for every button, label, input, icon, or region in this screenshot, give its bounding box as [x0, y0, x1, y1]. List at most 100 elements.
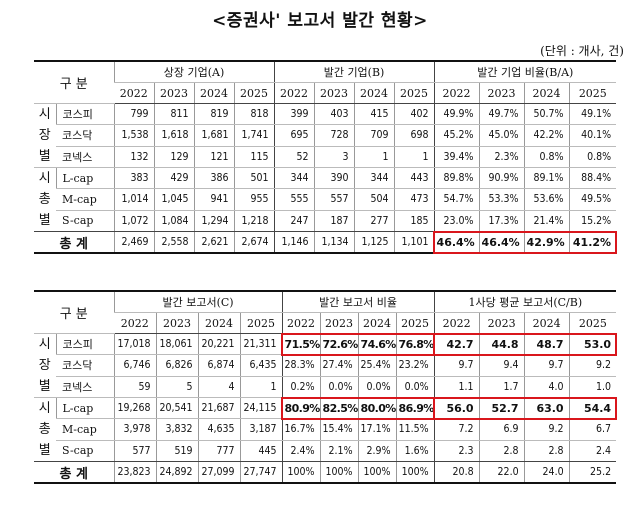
- unit-note: (단위 : 개사, 건): [540, 44, 624, 58]
- year-header: 2024: [357, 312, 397, 334]
- total-value-cell: 42.9%: [523, 231, 570, 254]
- value-cell: 49.7%: [478, 103, 525, 126]
- year-header: 2024: [523, 82, 570, 104]
- value-cell: 0.2%: [281, 376, 321, 399]
- total-value-cell: 27,099: [197, 461, 240, 484]
- value-cell: 4: [197, 376, 240, 399]
- value-cell: 473: [393, 188, 435, 211]
- total-value-cell: 1,146: [273, 231, 315, 254]
- gubun-header: 구 분: [34, 60, 114, 104]
- row-label: 코스피: [55, 103, 114, 126]
- value-cell: 49.5%: [568, 188, 617, 211]
- value-cell: 1,014: [113, 188, 154, 211]
- row-label: M-cap: [56, 418, 114, 441]
- section-label-char: 별: [38, 213, 51, 228]
- group-header: 발간 기업(B): [273, 60, 435, 83]
- year-header: 2022: [433, 82, 480, 104]
- value-cell: 577: [113, 440, 156, 463]
- table-row: 코넥스 132 129 121 115 52 3 1 1 39.4% 2.3% 0.8% 0.8%: [34, 146, 617, 169]
- gubun-header: 구 분: [34, 290, 114, 334]
- value-cell: 129: [153, 146, 194, 169]
- year-header: 2023: [155, 312, 198, 334]
- table-row: S-cap 1,072 1,084 1,294 1,218 247 187 277 185 23.…: [34, 210, 617, 233]
- value-cell: 27.4%: [319, 354, 359, 377]
- value-cell: 390: [313, 167, 355, 190]
- year-header-row: 2022 2023 2024 2025 2022 2023 2024 2025 …: [34, 312, 617, 334]
- year-header: 2025: [393, 82, 435, 104]
- row-label: 코스닥: [56, 354, 114, 377]
- year-header: 2024: [193, 82, 234, 104]
- value-cell: 344: [273, 167, 315, 190]
- reports-table: 구 분 발간 보고서(C) 발간 보고서 비율 1사당 평균 보고서(C/B) …: [34, 290, 617, 484]
- value-cell: 501: [233, 167, 275, 190]
- total-value-cell: 2,674: [233, 231, 275, 254]
- value-cell: 709: [353, 124, 395, 147]
- section-label-char: 별: [38, 443, 51, 458]
- total-value-cell: 23,823: [113, 461, 156, 484]
- total-value-cell: 27,747: [239, 461, 283, 484]
- table-row: 코넥스 59 5 4 1 0.2% 0.0% 0.0% 0.0% 1.1 1.7 4.0 1.0: [34, 376, 617, 399]
- year-header: 2022: [273, 82, 315, 104]
- year-header: 2022: [114, 312, 156, 334]
- row-label: M-cap: [56, 188, 114, 211]
- total-value-cell: 100%: [319, 461, 359, 484]
- group-header: 상장 기업(A): [113, 60, 275, 83]
- table-row: M-cap 1,014 1,045 941 955 555 557 504 473 54.7% 53…: [34, 188, 617, 211]
- value-cell: 403: [313, 103, 355, 126]
- row-label: 코스닥: [56, 124, 114, 147]
- year-header: 2024: [353, 82, 395, 104]
- value-cell: 44.8: [478, 333, 525, 356]
- value-cell: 24,115: [239, 397, 283, 420]
- year-header: 2025: [239, 312, 283, 334]
- value-cell: 28.3%: [281, 354, 321, 377]
- page-title: <증권사' 보고서 발간 현황>: [212, 11, 428, 31]
- value-cell: 344: [353, 167, 395, 190]
- table-row: 코스닥 6,746 6,826 6,874 6,435 28.3% 27.4% 25.4% 23…: [34, 354, 617, 377]
- value-cell: 3,187: [239, 418, 283, 441]
- value-cell: 0.0%: [357, 376, 397, 399]
- total-label: 총 계: [34, 231, 114, 254]
- value-cell: 21,687: [197, 397, 240, 420]
- value-cell: 45.2%: [433, 124, 480, 147]
- value-cell: 23.2%: [395, 354, 435, 377]
- value-cell: 63.0: [523, 397, 570, 420]
- total-value-cell: 24.0: [523, 461, 570, 484]
- section-label-char: 별: [38, 149, 51, 164]
- value-cell: 17.1%: [357, 418, 397, 441]
- value-cell: 74.6%: [357, 333, 397, 356]
- value-cell: 50.7%: [523, 103, 570, 126]
- row-label: 코스피: [55, 333, 114, 356]
- listed-companies-table: 구 분 상장 기업(A) 발간 기업(B) 발간 기업 비율(B/A) 2022…: [34, 60, 617, 254]
- year-header: 2025: [568, 82, 617, 104]
- value-cell: 3: [313, 146, 355, 169]
- group-header: 발간 보고서 비율: [281, 290, 435, 313]
- total-value-cell: 1,101: [393, 231, 435, 254]
- value-cell: 49.1%: [568, 103, 617, 126]
- total-value-cell: 46.4%: [478, 231, 525, 254]
- value-cell: 121: [193, 146, 234, 169]
- group-header: 발간 보고서(C): [113, 290, 283, 313]
- value-cell: 429: [153, 167, 194, 190]
- value-cell: 277: [353, 210, 395, 233]
- value-cell: 2.8: [478, 440, 525, 463]
- value-cell: 1,072: [113, 210, 154, 233]
- value-cell: 386: [193, 167, 234, 190]
- value-cell: 54.7%: [433, 188, 480, 211]
- value-cell: 2.3: [433, 440, 480, 463]
- value-cell: 90.9%: [478, 167, 525, 190]
- header-row: 구 분 발간 보고서(C) 발간 보고서 비율 1사당 평균 보고서(C/B): [34, 290, 617, 334]
- value-cell: 728: [313, 124, 355, 147]
- value-cell: 0.0%: [395, 376, 435, 399]
- year-header: 2023: [319, 312, 359, 334]
- table-row: M-cap 3,978 3,832 4,635 3,187 16.7% 15.4% 17.1%…: [34, 418, 617, 441]
- group-header: 발간 기업 비율(B/A): [433, 60, 617, 83]
- value-cell: 819: [193, 103, 234, 126]
- value-cell: 6,874: [197, 354, 240, 377]
- value-cell: 15.4%: [319, 418, 359, 441]
- value-cell: 2.9%: [357, 440, 397, 463]
- value-cell: 40.1%: [568, 124, 617, 147]
- value-cell: 21.4%: [523, 210, 570, 233]
- value-cell: 52: [273, 146, 315, 169]
- value-cell: 9.2: [568, 354, 617, 377]
